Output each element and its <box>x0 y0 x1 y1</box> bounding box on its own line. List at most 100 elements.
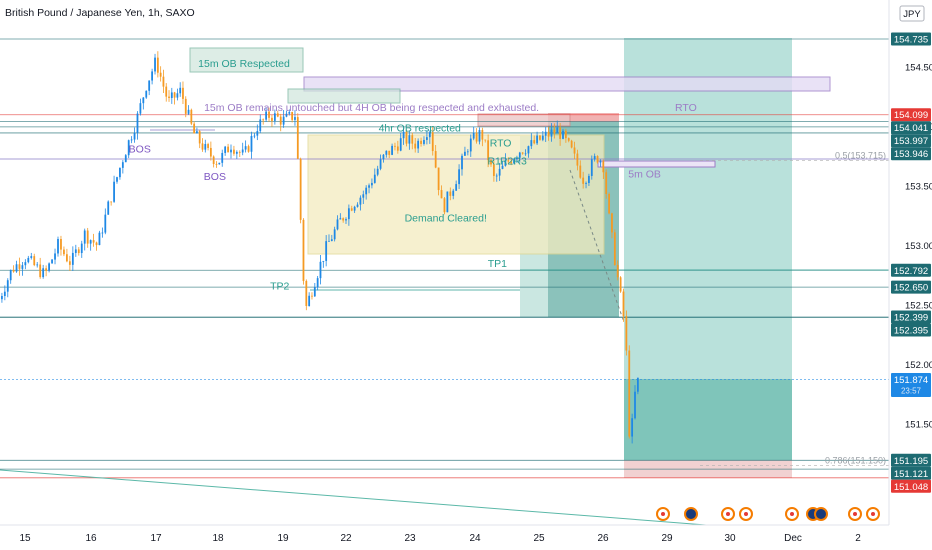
target-zone-lower <box>624 379 792 460</box>
time-tick-label: 18 <box>212 533 224 544</box>
candle-body <box>504 160 507 166</box>
candle-body <box>559 127 562 139</box>
candle-body <box>159 72 162 77</box>
candle-body <box>33 256 36 266</box>
candle-body <box>613 232 616 265</box>
candle-body <box>212 156 215 164</box>
candle-body <box>452 190 455 196</box>
symbol-title: British Pound / Japanese Yen, 1h, SAXO <box>5 7 195 19</box>
candle-body <box>156 57 159 73</box>
candle-body <box>302 219 305 281</box>
candle-body <box>322 260 325 262</box>
time-tick-label: 29 <box>661 533 673 544</box>
chart-annotation: RTO <box>675 102 697 114</box>
level-label: 154.041 <box>894 123 928 134</box>
candle-body <box>95 242 98 246</box>
candle-body <box>121 162 124 168</box>
candle-body <box>518 152 521 158</box>
candle-body <box>440 190 443 199</box>
trend-lines <box>0 129 889 526</box>
candle-body <box>437 167 440 191</box>
candle-body <box>39 264 42 278</box>
candle-body <box>119 167 121 178</box>
candle-body <box>71 252 74 265</box>
candle-body <box>190 109 193 124</box>
candle-body <box>464 151 466 156</box>
time-tick-label: 19 <box>277 533 289 544</box>
level-label: 153.997 <box>894 136 928 147</box>
candle-body <box>311 295 313 297</box>
candle-body <box>250 135 253 152</box>
candle-body <box>628 350 631 437</box>
candle-body <box>359 197 362 205</box>
candle-body <box>36 264 39 266</box>
candle-body <box>110 201 113 203</box>
candle-body <box>279 116 282 125</box>
candles <box>1 51 639 444</box>
currency-badge[interactable] <box>899 5 925 22</box>
candle-body <box>376 168 379 175</box>
candle-body <box>196 131 198 134</box>
candle-body <box>582 177 585 184</box>
candle-body <box>414 143 417 149</box>
candle-body <box>353 206 356 211</box>
candle-body <box>394 145 396 147</box>
candle-body <box>507 160 510 162</box>
candle-body <box>60 239 62 250</box>
level-label: 153.946 <box>894 149 928 160</box>
candle-body <box>590 159 593 176</box>
candle-body <box>426 137 428 140</box>
level-time-label: 23:57 <box>901 386 922 395</box>
level-label-bg <box>891 372 931 397</box>
candle-body <box>6 280 9 292</box>
candle-body <box>89 240 92 244</box>
candle-body <box>347 208 350 220</box>
chart-annotation: TP1 <box>488 258 507 270</box>
candle-body <box>602 161 605 173</box>
candle-body <box>273 113 276 121</box>
candle-body <box>77 249 80 254</box>
price-tick-label: 153.500 <box>905 182 932 193</box>
candle-body <box>204 144 207 150</box>
candle-body <box>619 277 622 292</box>
candle-body <box>399 138 402 151</box>
candle-body <box>342 218 345 221</box>
candle-body <box>66 254 68 262</box>
candle-body <box>187 109 190 114</box>
event-icons[interactable] <box>656 507 880 521</box>
candle-body <box>593 156 596 160</box>
candle-body <box>461 155 463 170</box>
candle-body <box>562 130 564 139</box>
candle-body <box>165 86 168 97</box>
candle-body <box>271 117 273 121</box>
price-axis-bg[interactable] <box>889 0 932 525</box>
candle-body <box>182 87 184 99</box>
candle-body <box>596 156 599 163</box>
candle-body <box>636 377 639 392</box>
candle-body <box>282 116 285 125</box>
candle-body <box>238 151 241 153</box>
candle-body <box>446 191 449 213</box>
level-label-bg <box>891 147 931 161</box>
candle-body <box>608 193 610 214</box>
candle-body <box>564 130 567 139</box>
candle-body <box>74 249 77 253</box>
candle-body <box>207 144 209 148</box>
candle-body <box>127 140 130 156</box>
candle-body <box>15 264 18 272</box>
price-tick-label: 152.000 <box>905 360 932 371</box>
level-label: 151.121 <box>894 469 928 480</box>
candle-body <box>356 204 359 207</box>
candle-body <box>611 213 613 233</box>
candle-body <box>113 181 115 202</box>
candle-body <box>388 150 391 155</box>
price-axis-level-labels: 154.735 154.099 154.041 153.997 153.946 152.7… <box>891 32 931 493</box>
level-label-bg <box>891 466 931 480</box>
candle-body <box>224 146 227 153</box>
candle-body <box>124 155 127 163</box>
candle-body <box>544 131 547 136</box>
candle-body <box>585 182 587 184</box>
candle-body <box>101 232 104 234</box>
candle-body <box>599 161 602 163</box>
